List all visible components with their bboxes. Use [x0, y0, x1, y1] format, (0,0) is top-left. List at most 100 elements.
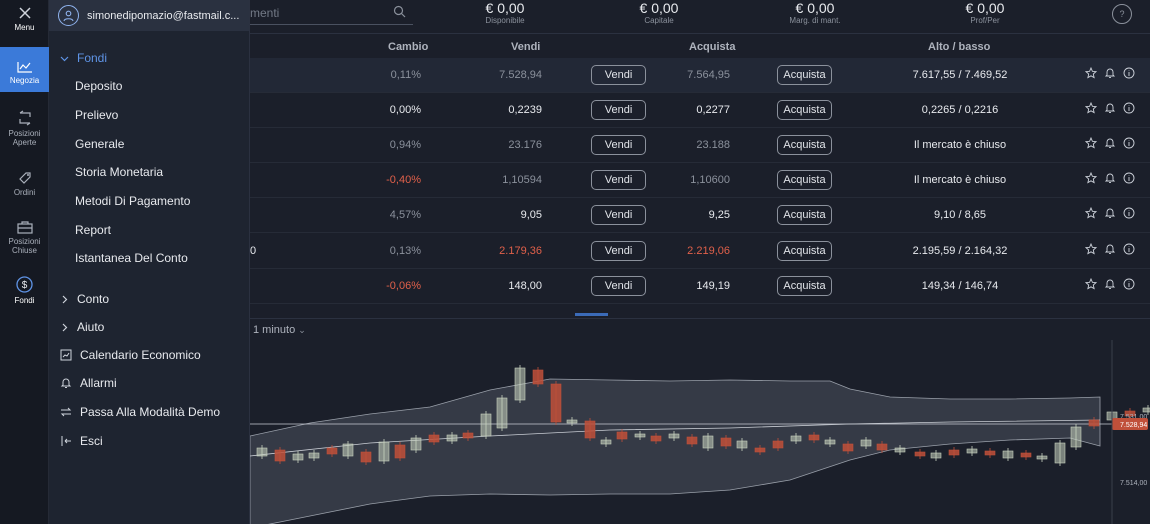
rail-fondi[interactable]: $ Fondi: [0, 276, 49, 310]
candle-body[interactable]: [600, 439, 612, 445]
candle-body[interactable]: [736, 440, 748, 449]
star-icon[interactable]: [1085, 243, 1097, 255]
buy-button[interactable]: Acquista: [777, 276, 832, 296]
candle-body[interactable]: [824, 439, 836, 445]
candle-body[interactable]: [1002, 450, 1014, 459]
candle-body[interactable]: [914, 451, 926, 457]
candle-body[interactable]: [894, 447, 906, 453]
menu-storia-monetaria[interactable]: Storia Monetaria: [49, 159, 250, 185]
candle-body[interactable]: [686, 436, 698, 445]
candle-body[interactable]: [394, 444, 406, 459]
buy-button[interactable]: Acquista: [777, 135, 832, 155]
rail-posizioni-aperte[interactable]: Posizioni Aperte: [0, 110, 49, 150]
buy-button[interactable]: Acquista: [777, 170, 832, 190]
table-row[interactable]: 0,94% 23.176 Vendi 23.188 Acquista Il mercato…: [250, 128, 1150, 163]
candle-body[interactable]: [378, 441, 390, 462]
candle-body[interactable]: [772, 440, 784, 449]
candlestick-chart[interactable]: 7.531,007.528,94 7.514,00: [250, 340, 1150, 524]
header-acquista[interactable]: Acquista: [689, 41, 736, 53]
star-icon[interactable]: [1085, 137, 1097, 149]
timeframe-selector[interactable]: 1 minuto ⌄: [253, 324, 306, 336]
table-row[interactable]: -0,40% 1,10594 Vendi 1,10600 Acquista Il merc…: [250, 163, 1150, 198]
candle-body[interactable]: [966, 448, 978, 454]
star-icon[interactable]: [1085, 278, 1097, 290]
candle-body[interactable]: [274, 449, 286, 462]
candle-body[interactable]: [462, 432, 474, 439]
menu-fondi[interactable]: Fondi: [49, 45, 250, 71]
candle-body[interactable]: [292, 453, 304, 461]
candle-body[interactable]: [668, 433, 680, 439]
candle-body[interactable]: [256, 447, 268, 457]
menu-deposito[interactable]: Deposito: [49, 73, 250, 99]
star-icon[interactable]: [1085, 172, 1097, 184]
candle-body[interactable]: [634, 433, 646, 438]
candle-body[interactable]: [326, 447, 338, 455]
candle-body[interactable]: [1124, 410, 1136, 417]
rail-posizioni-chiuse[interactable]: Posizioni Chiuse: [0, 220, 49, 260]
bell-icon[interactable]: [1104, 243, 1116, 255]
menu-esci[interactable]: Esci: [49, 428, 250, 454]
candle-body[interactable]: [428, 434, 440, 443]
header-alto-basso[interactable]: Alto / basso: [928, 41, 991, 53]
buy-button[interactable]: Acquista: [777, 100, 832, 120]
star-icon[interactable]: [1085, 102, 1097, 114]
menu-demo[interactable]: Passa Alla Modalità Demo: [49, 399, 250, 425]
candle-body[interactable]: [720, 437, 732, 447]
candle-body[interactable]: [1070, 426, 1082, 448]
info-icon[interactable]: [1123, 172, 1135, 184]
candle-body[interactable]: [948, 449, 960, 456]
menu-allarmi[interactable]: Allarmi: [49, 370, 250, 396]
menu-prelievo[interactable]: Prelievo: [49, 102, 250, 128]
buy-button[interactable]: Acquista: [777, 205, 832, 225]
candle-body[interactable]: [842, 443, 854, 452]
candle-body[interactable]: [360, 451, 372, 463]
sell-button[interactable]: Vendi: [591, 205, 646, 225]
candle-body[interactable]: [876, 443, 888, 451]
bell-icon[interactable]: [1104, 207, 1116, 219]
candle-body[interactable]: [1142, 407, 1150, 413]
help-button[interactable]: ?: [1112, 4, 1132, 24]
sell-button[interactable]: Vendi: [591, 65, 646, 85]
info-icon[interactable]: [1123, 137, 1135, 149]
candle-body[interactable]: [1036, 455, 1048, 460]
star-icon[interactable]: [1085, 207, 1097, 219]
rail-negozia[interactable]: Negozia: [0, 47, 49, 92]
sell-button[interactable]: Vendi: [591, 100, 646, 120]
menu-istantanea-conto[interactable]: Istantanea Del Conto: [49, 245, 250, 271]
buy-button[interactable]: Acquista: [777, 241, 832, 261]
search-input[interactable]: menti: [250, 6, 280, 20]
menu-conto[interactable]: Conto: [49, 286, 250, 312]
info-icon[interactable]: [1123, 278, 1135, 290]
menu-generale[interactable]: Generale: [49, 131, 250, 157]
candle-body[interactable]: [410, 437, 422, 451]
sell-button[interactable]: Vendi: [591, 276, 646, 296]
menu-calendario[interactable]: Calendario Economico: [49, 342, 250, 368]
panel-divider[interactable]: [250, 318, 1150, 319]
candle-body[interactable]: [566, 419, 578, 424]
table-row[interactable]: 4,57% 9,05 Vendi 9,25 Acquista 9,10 / 8,65: [250, 198, 1150, 233]
info-icon[interactable]: [1123, 67, 1135, 79]
candle-body[interactable]: [514, 367, 526, 401]
candle-body[interactable]: [702, 435, 714, 449]
candle-body[interactable]: [342, 443, 354, 457]
candle-body[interactable]: [616, 431, 628, 440]
candle-body[interactable]: [446, 434, 458, 442]
candle-body[interactable]: [1020, 452, 1032, 458]
info-icon[interactable]: [1123, 243, 1135, 255]
header-vendi[interactable]: Vendi: [511, 41, 541, 53]
candle-body[interactable]: [790, 435, 802, 442]
sell-button[interactable]: Vendi: [591, 170, 646, 190]
bell-icon[interactable]: [1104, 137, 1116, 149]
candle-body[interactable]: [984, 450, 996, 456]
sell-button[interactable]: Vendi: [591, 135, 646, 155]
bell-icon[interactable]: [1104, 278, 1116, 290]
table-row[interactable]: 0,00% 0,2239 Vendi 0,2277 Acquista 0,2265 / 0…: [250, 93, 1150, 128]
info-icon[interactable]: [1123, 102, 1135, 114]
rail-menu[interactable]: Menu: [0, 6, 49, 44]
candle-body[interactable]: [650, 435, 662, 442]
candle-body[interactable]: [584, 420, 596, 439]
candle-body[interactable]: [930, 452, 942, 459]
rail-ordini[interactable]: Ordini: [0, 171, 49, 201]
menu-report[interactable]: Report: [49, 217, 250, 243]
candle-body[interactable]: [808, 434, 820, 441]
